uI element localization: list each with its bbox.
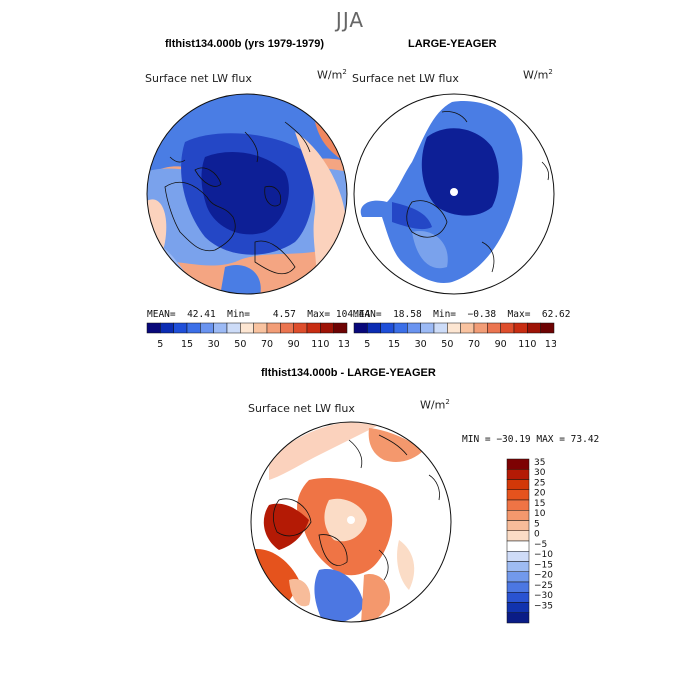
right-units-label: W/m2 — [523, 68, 553, 82]
colorbar-swatch — [500, 322, 515, 334]
colorbar-tick-label: 50 — [441, 339, 453, 350]
colorbar-swatch — [447, 322, 461, 334]
colorbar-tick-label: 15 — [181, 339, 193, 350]
colorbar-swatch — [506, 561, 530, 572]
colorbar-swatch — [293, 322, 308, 334]
left-stats: MEAN= 42.41 Min= 4.57 Max= 104.44 — [147, 309, 371, 320]
colorbar-swatch — [506, 479, 530, 490]
colorbar-swatch — [367, 322, 381, 334]
colorbar-swatch — [506, 530, 530, 542]
colorbar-tick-label: 0 — [534, 530, 540, 540]
left-polar-map — [146, 93, 348, 295]
colorbar-tick-label: −10 — [534, 550, 553, 560]
left-units-label: W/m2 — [317, 68, 347, 82]
colorbar-tick-label: 5 — [364, 339, 370, 350]
colorbar-tick-label: 5 — [157, 339, 163, 350]
colorbar-tick-label: 20 — [534, 489, 546, 499]
colorbar-tick-label: 30 — [534, 468, 546, 478]
colorbar-tick-label: 90 — [288, 339, 300, 350]
colorbar-swatch — [506, 510, 530, 521]
right-colorbar: 5 15 30 50 70 90 110 130 — [353, 322, 556, 350]
colorbar-tick-label: 25 — [534, 478, 545, 488]
colorbar-swatch — [186, 322, 201, 334]
colorbar-tick-label: 30 — [415, 339, 427, 350]
colorbar-tick-label: 35 — [534, 458, 545, 468]
colorbar-tick-label: 90 — [495, 339, 507, 350]
colorbar-tick-label: −30 — [534, 591, 553, 601]
colorbar-swatch — [380, 322, 395, 334]
colorbar-tick-label: 130 — [545, 339, 556, 350]
colorbar-tick-label: 70 — [261, 339, 273, 350]
season-title: JJA — [335, 8, 365, 32]
colorbar-swatch — [146, 322, 161, 334]
colorbar-swatch — [353, 322, 368, 334]
colorbar-swatch — [506, 489, 530, 501]
right-polar-map — [353, 93, 555, 295]
left-colorbar: 5 15 30 50 70 90 110 130 — [146, 322, 349, 350]
diff-panel-title: flthist134.000b - LARGE-YEAGER — [261, 367, 436, 379]
colorbar-swatch — [506, 602, 530, 613]
colorbar-swatch — [540, 322, 555, 334]
colorbar-tick-label: 15 — [388, 339, 400, 350]
colorbar-tick-label: 50 — [234, 339, 246, 350]
colorbar-swatch — [240, 322, 254, 334]
colorbar-tick-label: 30 — [208, 339, 220, 350]
colorbar-tick-label: 15 — [534, 499, 545, 509]
left-variable-label: Surface net LW flux — [145, 72, 252, 85]
diff-units-label: W/m2 — [420, 398, 450, 412]
colorbar-swatch — [506, 592, 530, 603]
colorbar-swatch — [506, 551, 530, 562]
colorbar-swatch — [506, 540, 530, 552]
colorbar-tick-label: 5 — [534, 519, 540, 529]
colorbar-tick-label: 110 — [518, 339, 536, 350]
diff-variable-label: Surface net LW flux — [248, 402, 355, 415]
colorbar-swatch — [527, 322, 541, 334]
colorbar-tick-label: −20 — [534, 571, 553, 581]
colorbar-swatch — [460, 322, 475, 334]
colorbar-swatch — [506, 499, 530, 511]
right-panel-title: LARGE-YEAGER — [408, 38, 497, 50]
colorbar-tick-label: 130 — [338, 339, 349, 350]
colorbar-swatch — [487, 322, 501, 334]
colorbar-swatch — [266, 322, 281, 334]
colorbar-swatch — [506, 581, 530, 593]
diff-minmax: MIN = −30.19 MAX = 73.42 — [462, 434, 600, 445]
colorbar-swatch — [506, 469, 530, 480]
colorbar-swatch — [160, 322, 174, 334]
left-panel-title: flthist134.000b (yrs 1979-1979) — [165, 38, 324, 50]
colorbar-swatch — [306, 322, 321, 334]
colorbar-swatch — [226, 322, 241, 334]
colorbar-swatch — [506, 458, 530, 470]
colorbar-swatch — [320, 322, 334, 334]
colorbar-swatch — [433, 322, 448, 334]
colorbar-swatch — [506, 520, 530, 531]
colorbar-tick-label: −15 — [534, 560, 553, 570]
colorbar-swatch — [200, 322, 214, 334]
right-stats: MEAN= 18.58 Min= −0.38 Max= 62.62 — [353, 309, 571, 320]
colorbar-tick-label: −5 — [534, 540, 547, 550]
diff-polar-map — [250, 421, 452, 623]
colorbar-swatch — [420, 322, 435, 334]
colorbar-swatch — [280, 322, 294, 334]
colorbar-swatch — [393, 322, 408, 334]
colorbar-swatch — [513, 322, 528, 334]
colorbar-tick-label: −35 — [534, 601, 553, 611]
colorbar-tick-label: 70 — [468, 339, 480, 350]
right-variable-label: Surface net LW flux — [352, 72, 459, 85]
colorbar-swatch — [506, 571, 530, 583]
colorbar-tick-label: 10 — [534, 509, 546, 519]
colorbar-swatch — [333, 322, 348, 334]
colorbar-tick-label: 110 — [311, 339, 329, 350]
colorbar-swatch — [506, 612, 530, 624]
colorbar-swatch — [253, 322, 268, 334]
colorbar-swatch — [473, 322, 488, 334]
colorbar-swatch — [173, 322, 188, 334]
colorbar-swatch — [407, 322, 421, 334]
colorbar-swatch — [213, 322, 228, 334]
colorbar-tick-label: −25 — [534, 581, 553, 591]
